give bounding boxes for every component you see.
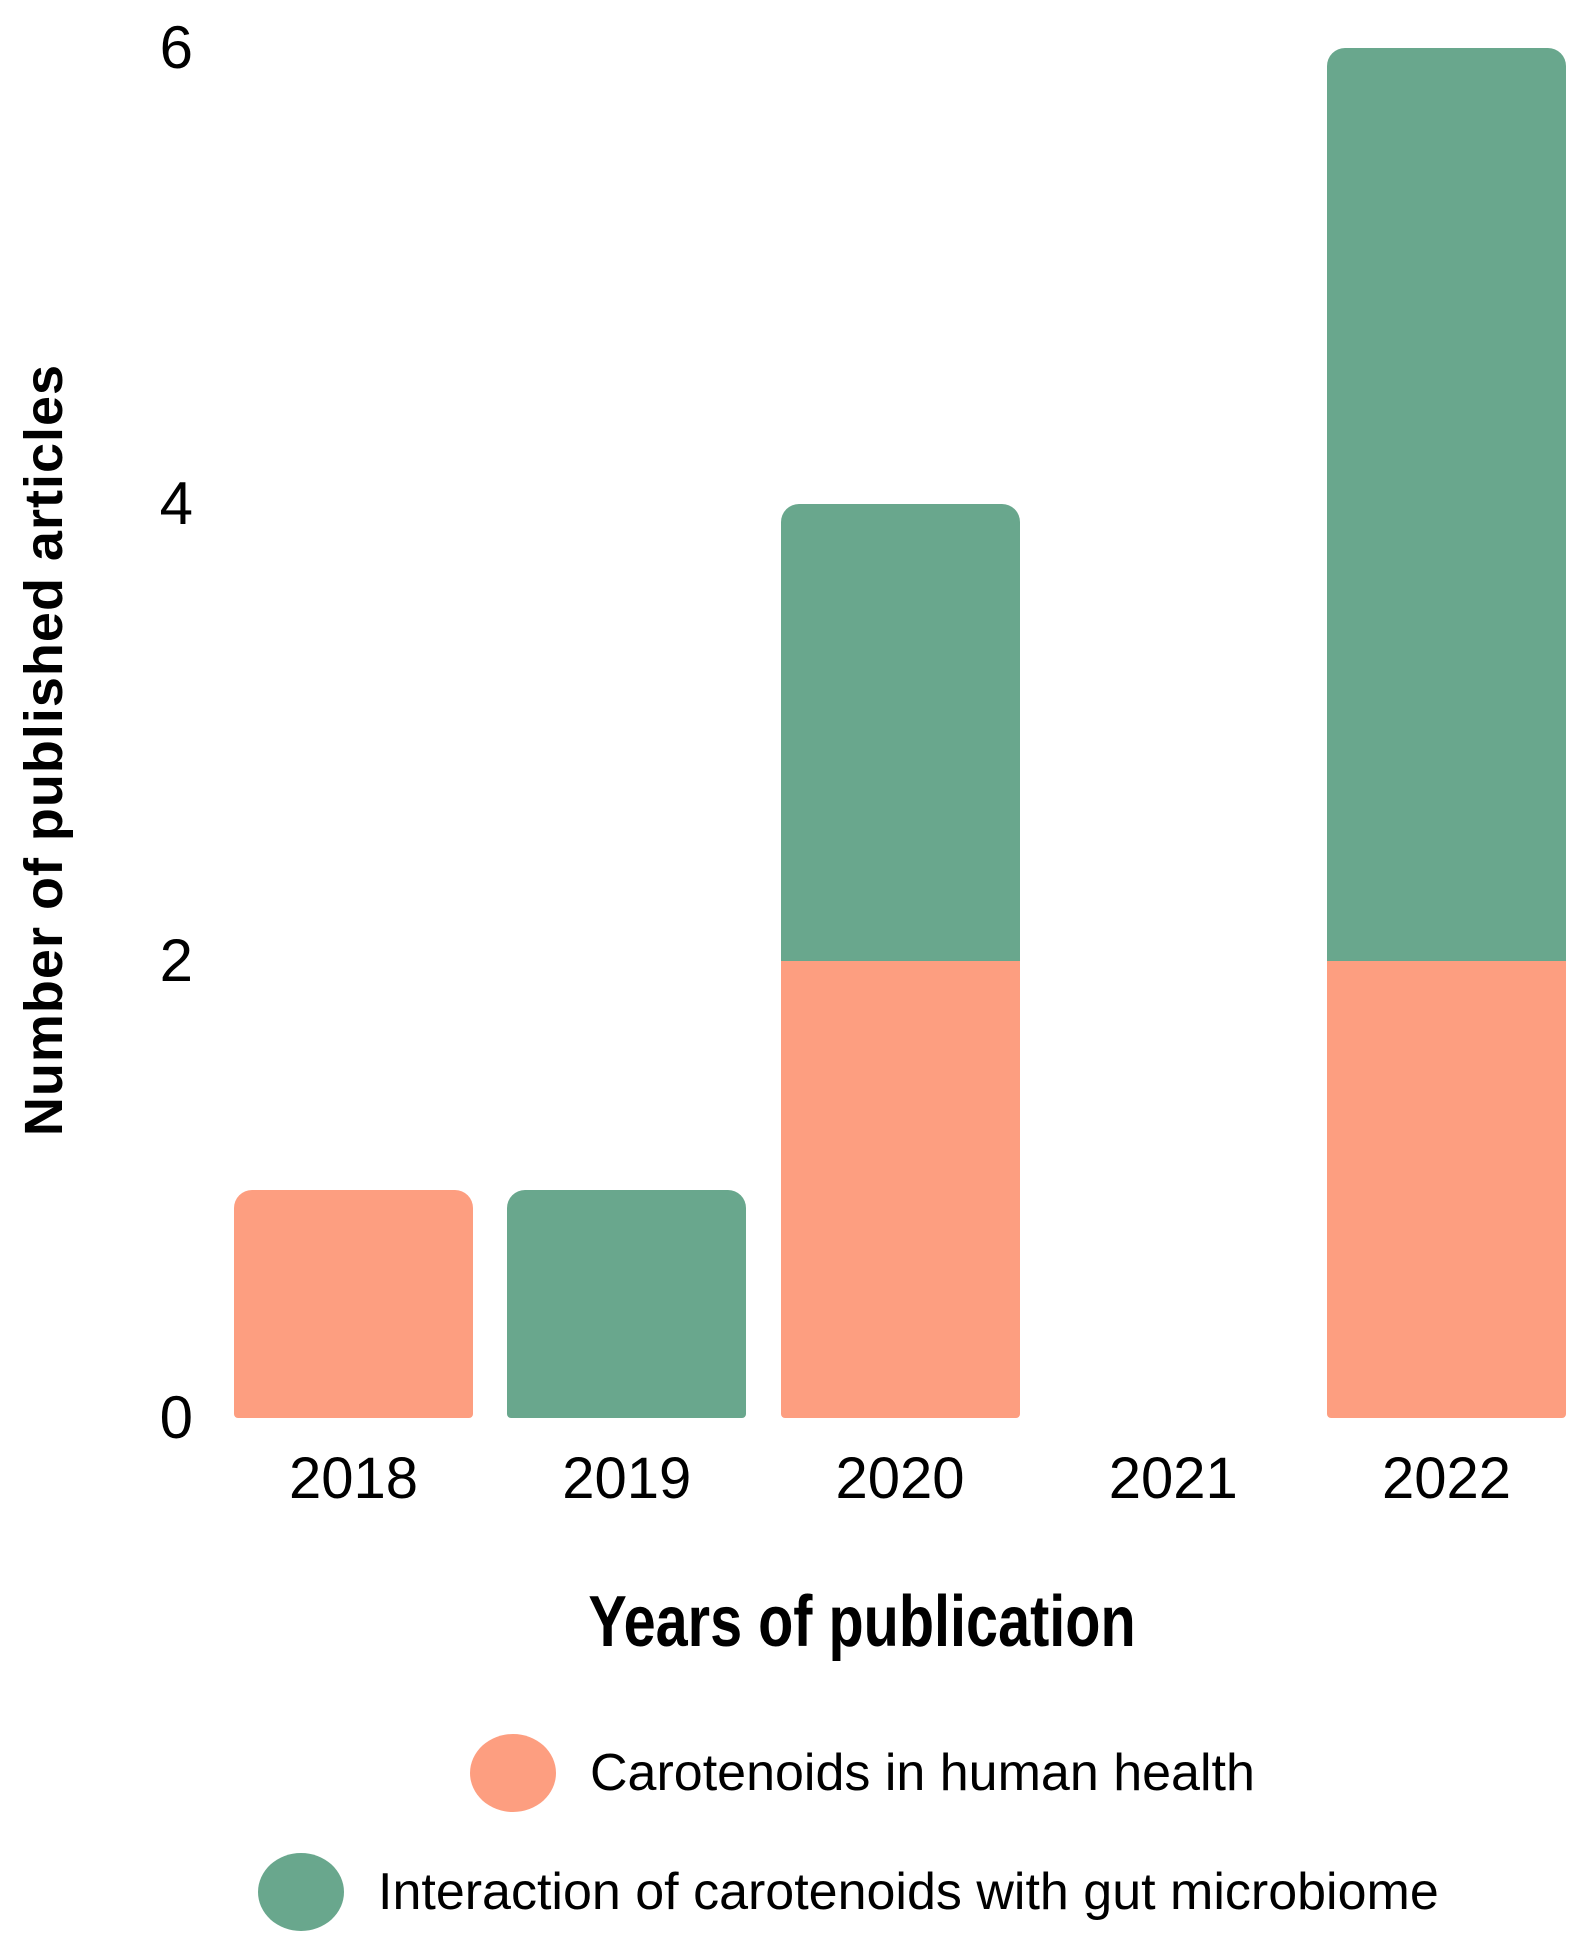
legend-marker-circle-icon [258,1853,344,1931]
bar-segment-2018-series0 [234,1189,473,1418]
legend-label: Interaction of carotenoids with gut micr… [378,1863,1439,1921]
y-tick-label: 0 [159,1384,193,1451]
legend-marker-circle-icon [470,1734,556,1812]
y-tick-label: 4 [159,470,193,538]
legend-label: Carotenoids in human health [590,1744,1255,1802]
x-tick-label-2020: 2020 [835,1446,965,1511]
y-axis-title: Number of published articles [14,363,74,1137]
bar-segment-2022-series0 [1327,961,1566,1418]
bar-segment-2020-series1 [780,504,1020,962]
legend-item-0: Carotenoids in human health [470,1734,1255,1812]
y-tick-label: 6 [159,13,193,81]
y-tick-label: 2 [159,927,193,995]
x-tick-label-2022: 2022 [1381,1446,1512,1511]
bar-segment-2022-series1 [1327,47,1566,962]
legend-item-1: Interaction of carotenoids with gut micr… [258,1853,1439,1931]
x-tick-label-2019: 2019 [562,1446,692,1511]
bar-segment-2020-series0 [780,961,1020,1418]
x-axis-title: Years of publication [588,1582,1136,1662]
x-tick-label-2018: 2018 [288,1446,419,1511]
x-tick-label-2021: 2021 [1108,1446,1238,1511]
bar-segment-2019-series1 [507,1189,747,1418]
